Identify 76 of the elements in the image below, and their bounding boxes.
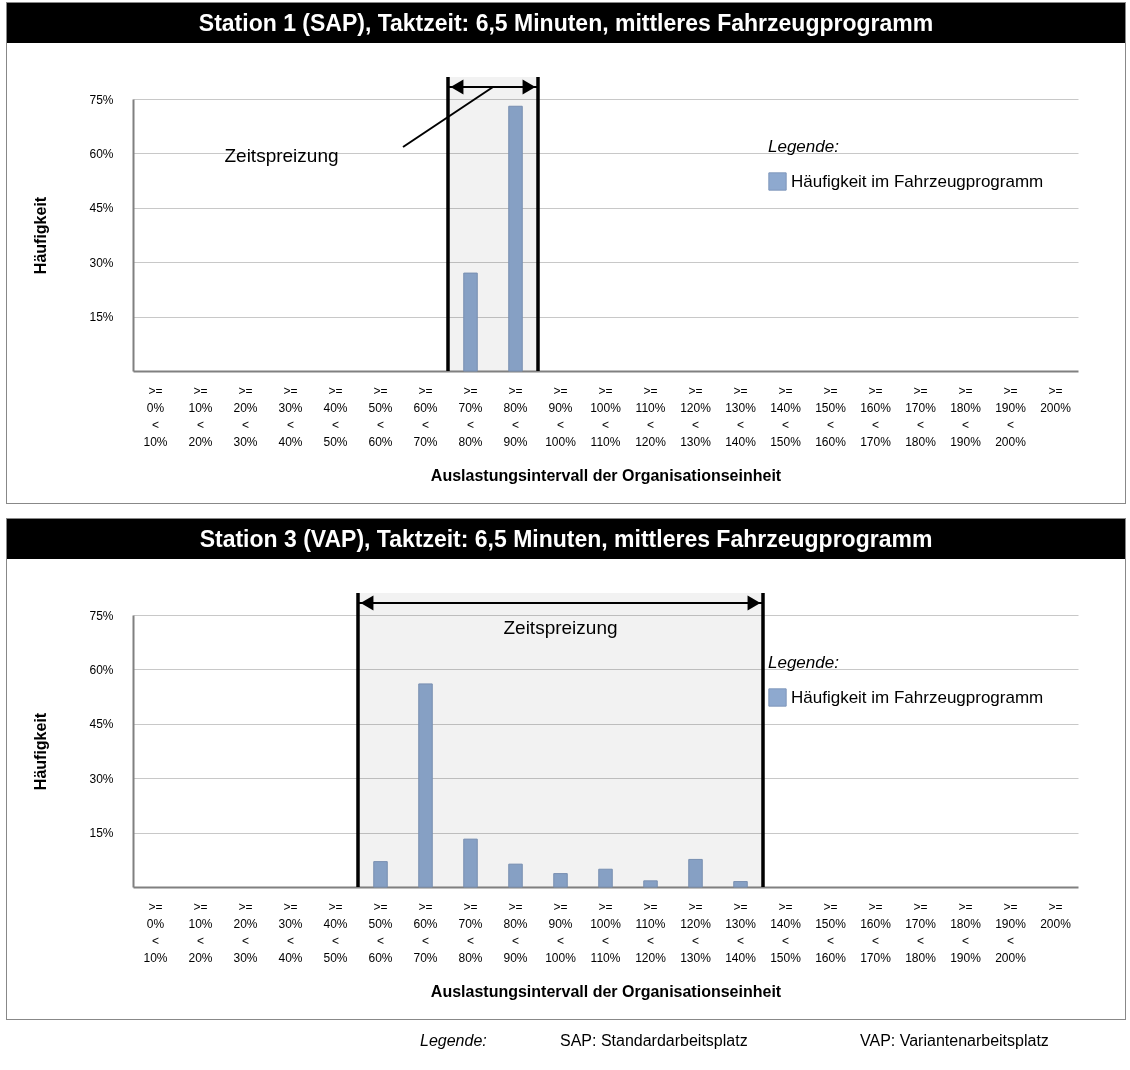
y-tick-label: 45% (89, 717, 114, 732)
x-tick-label: >= 150% < 160% (815, 899, 847, 965)
legend-label: Häufigkeit im Fahrzeugprogramm (791, 687, 1044, 707)
x-tick-label: >= 30% < 40% (278, 899, 303, 965)
x-tick-label: >= 90% < 100% (545, 383, 577, 449)
x-tick-label: >= 110% < 120% (635, 383, 667, 449)
x-tick-label: >= 200% (1040, 899, 1072, 931)
x-tick-label: >= 150% < 160% (815, 383, 847, 449)
x-tick-label: >= 180% < 190% (950, 899, 982, 965)
x-tick-label: >= 50% < 60% (368, 899, 393, 965)
x-tick-label: >= 0% < 10% (143, 899, 168, 965)
y-tick-label: 30% (89, 255, 114, 270)
y-axis-title: Häufigkeit (32, 196, 50, 275)
x-axis-title: Auslastungsintervall der Organisationseinheit (430, 466, 782, 484)
x-tick-label: >= 100% < 110% (590, 383, 622, 449)
x-tick-label: >= 120% < 130% (680, 383, 712, 449)
bar (598, 868, 613, 888)
x-tick-label: >= 170% < 180% (905, 383, 937, 449)
y-tick-label: 75% (89, 92, 114, 107)
x-tick-label: >= 10% < 20% (188, 899, 213, 965)
x-tick-label: >= 70% < 80% (458, 899, 483, 965)
x-tick-label: >= 80% < 90% (503, 899, 528, 965)
bar (553, 873, 568, 888)
y-tick-label: 45% (89, 201, 114, 216)
text: VAP: Variantenarbeitsplatz (860, 1032, 1049, 1050)
x-tick-label: >= 80% < 90% (503, 383, 528, 449)
bar (643, 880, 658, 888)
text: Legende: (420, 1032, 487, 1050)
bar (733, 881, 748, 888)
y-axis-title: Häufigkeit (32, 712, 50, 791)
x-tick-label: >= 140% < 150% (770, 383, 802, 449)
legend-title: Legende: (768, 653, 840, 672)
x-tick-label: >= 130% < 140% (725, 383, 757, 449)
y-tick-label: 75% (89, 608, 114, 623)
x-tick-label: >= 200% (1040, 383, 1072, 415)
x-tick-label: >= 20% < 30% (233, 899, 258, 965)
bar (688, 858, 703, 888)
x-tick-label: >= 180% < 190% (950, 383, 982, 449)
x-axis-title: Auslastungsintervall der Organisationseinheit (430, 982, 782, 1000)
bar (418, 683, 433, 888)
bar (463, 838, 478, 888)
x-tick-label: >= 60% < 70% (413, 899, 438, 965)
x-tick-label: >= 110% < 120% (635, 899, 667, 965)
x-tick-label: >= 10% < 20% (188, 383, 213, 449)
y-tick-label: 30% (89, 771, 114, 786)
x-tick-label: >= 120% < 130% (680, 899, 712, 965)
x-tick-label: >= 160% < 170% (860, 383, 892, 449)
band-label: Zeitspreizung (224, 145, 339, 166)
x-tick-label: >= 60% < 70% (413, 383, 438, 449)
x-tick-label: >= 0% < 10% (143, 383, 168, 449)
x-tick-label: >= 30% < 40% (278, 383, 303, 449)
bar (373, 861, 388, 888)
x-tick-label: >= 40% < 50% (323, 899, 348, 965)
x-tick-label: >= 170% < 180% (905, 899, 937, 965)
y-tick-label: 15% (89, 310, 114, 325)
text: SAP: Standardarbeitsplatz (560, 1032, 748, 1050)
chart-title: Station 3 (VAP), Taktzeit: 6,5 Minuten, mittleres Fahrzeugprogramm (7, 519, 1125, 559)
x-tick-label: >= 190% < 200% (995, 899, 1027, 965)
chart-title: Station 1 (SAP), Taktzeit: 6,5 Minuten, mittleres Fahrzeugprogramm (7, 3, 1125, 43)
x-tick-label: >= 70% < 80% (458, 383, 483, 449)
x-tick-label: >= 40% < 50% (323, 383, 348, 449)
x-tick-label: >= 20% < 30% (233, 383, 258, 449)
x-tick-label: >= 100% < 110% (590, 899, 622, 965)
x-tick-label: >= 90% < 100% (545, 899, 577, 965)
x-tick-label: >= 160% < 170% (860, 899, 892, 965)
band-label: Zeitspreizung (503, 617, 618, 638)
y-tick-label: 15% (89, 826, 114, 841)
y-tick-label: 60% (89, 662, 114, 677)
x-tick-label: >= 140% < 150% (770, 899, 802, 965)
legend-title: Legende: (768, 137, 840, 156)
y-tick-label: 60% (89, 146, 114, 161)
x-tick-label: >= 190% < 200% (995, 383, 1027, 449)
legend-label: Häufigkeit im Fahrzeugprogramm (791, 171, 1044, 191)
x-tick-label: >= 50% < 60% (368, 383, 393, 449)
bar (508, 863, 523, 888)
x-tick-label: >= 130% < 140% (725, 899, 757, 965)
